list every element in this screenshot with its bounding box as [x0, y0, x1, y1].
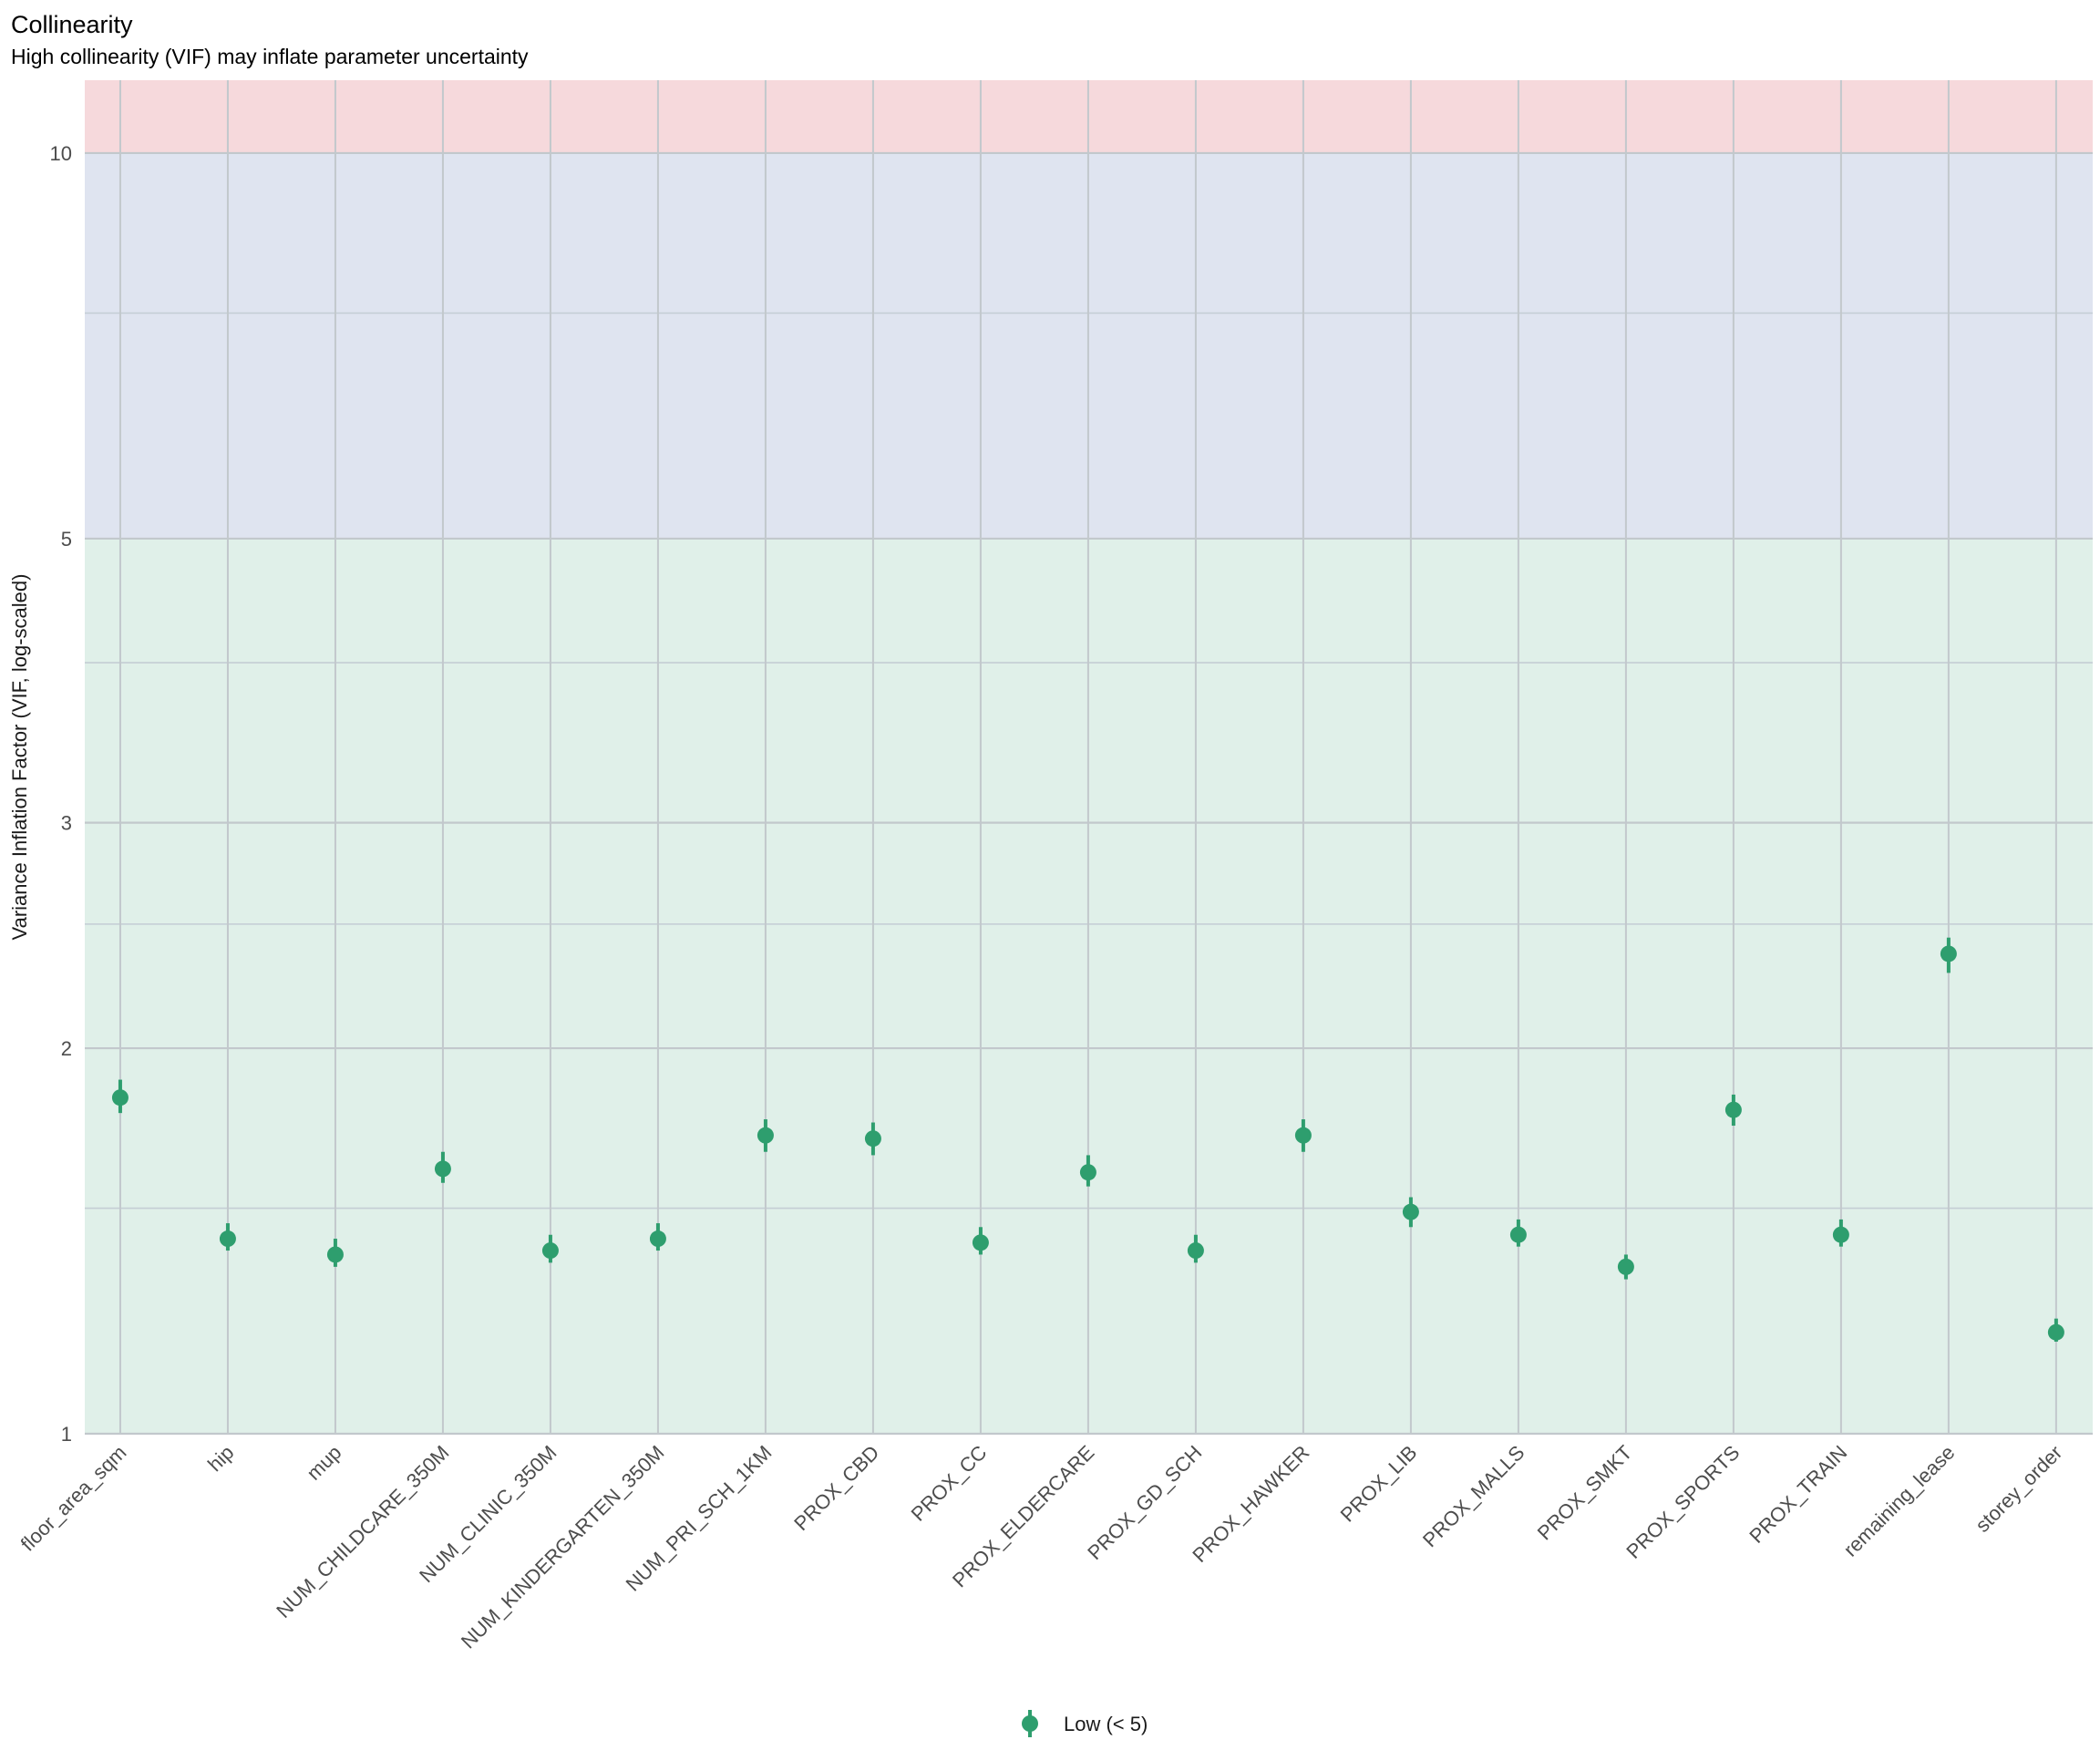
y-tick-label: 2: [61, 1037, 72, 1060]
vif-point: [1509, 1226, 1527, 1243]
x-axis-ticks: floor_area_sqm hip mupNUM_CHILDCARE_350MNU…: [16, 1441, 2067, 1653]
vif-point: [1079, 1164, 1096, 1181]
vif-point: [1402, 1203, 1419, 1220]
x-tick-label: PROX_LIB: [1336, 1441, 1422, 1527]
legend: Low (< 5): [1022, 1710, 1148, 1737]
x-tick-label: PROX_CC: [907, 1441, 992, 1526]
vif-point: [972, 1234, 989, 1251]
vif-point: [326, 1246, 344, 1263]
vif-point: [649, 1230, 666, 1248]
x-tick-label: hip: [203, 1441, 238, 1476]
grid-lines: [85, 80, 2093, 1436]
x-tick-label: PROX_GD_SCH: [1083, 1441, 1206, 1564]
vif-point: [1940, 945, 1957, 962]
vif-point: [864, 1130, 881, 1148]
vif-point: [111, 1089, 129, 1107]
vif-point: [757, 1127, 774, 1144]
vif-point: [1832, 1226, 1849, 1243]
vif-point: [219, 1230, 236, 1248]
vif-point: [1617, 1258, 1634, 1275]
vif-point: [2047, 1323, 2064, 1341]
y-tick-label: 3: [61, 812, 72, 835]
chart-title: Collinearity: [11, 11, 133, 38]
x-tick-label: remaining_lease: [1839, 1441, 1960, 1561]
x-tick-label: mup: [303, 1441, 346, 1485]
vif-point: [541, 1242, 559, 1260]
y-tick-label: 5: [61, 528, 72, 551]
x-tick-label: floor_area_sqm: [16, 1441, 131, 1556]
vif-point: [1724, 1101, 1742, 1118]
y-tick-label: 10: [50, 142, 72, 165]
x-tick-label: PROX_CBD: [789, 1441, 883, 1535]
x-tick-label: PROX_MALLS: [1418, 1441, 1529, 1551]
y-axis-label: Variance Inflation Factor (VIF, log-scal…: [8, 574, 31, 941]
x-tick-label: PROX_TRAIN: [1745, 1441, 1851, 1548]
vif-point: [434, 1160, 451, 1178]
x-tick-label: storey_order: [1971, 1441, 2066, 1537]
y-tick-label: 1: [61, 1423, 72, 1446]
x-tick-label: PROX_HAWKER: [1188, 1441, 1313, 1567]
y-axis-ticks: 1 2 3 5 10: [50, 142, 72, 1446]
legend-label: Low (< 5): [1064, 1713, 1148, 1735]
x-tick-label: PROX_SMKT: [1533, 1441, 1637, 1545]
x-tick-label: NUM_KINDERGARTEN_350M: [457, 1441, 669, 1653]
x-tick-label: PROX_SPORTS: [1621, 1441, 1744, 1563]
x-tick-label: NUM_CHILDCARE_350M: [272, 1441, 453, 1622]
legend-point-symbol: [1022, 1715, 1038, 1732]
vif-point: [1187, 1242, 1204, 1260]
chart-subtitle: High collinearity (VIF) may inflate para…: [11, 45, 529, 68]
vif-points: [111, 937, 2064, 1343]
vif-point: [1294, 1127, 1312, 1144]
